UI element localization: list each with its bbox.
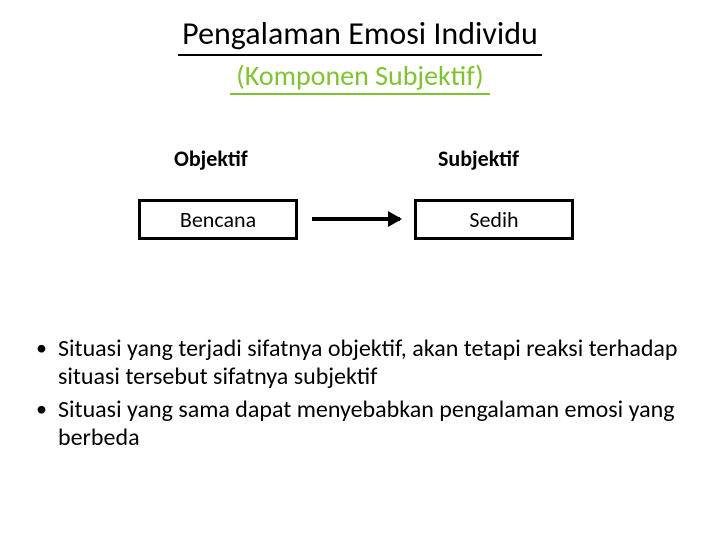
box-sedih: Sedih <box>414 199 574 240</box>
bullet-list: Situasi yang terjadi sifatnya objektif, … <box>0 335 720 452</box>
bullet-item: Situasi yang terjadi sifatnya objektif, … <box>36 335 692 392</box>
bullet-item: Situasi yang sama dapat menyebabkan peng… <box>36 396 692 453</box>
diagram: Objektif Subjektif Bencana Sedih <box>0 145 720 325</box>
arrow-icon <box>312 217 400 221</box>
page-title: Pengalaman Emosi Individu <box>178 14 542 56</box>
page-subtitle: (Komponen Subjektif) <box>230 58 489 95</box>
title-area: Pengalaman Emosi Individu (Komponen Subj… <box>0 0 720 95</box>
column-header-objektif: Objektif <box>174 145 248 172</box>
box-bencana: Bencana <box>138 199 298 240</box>
column-header-subjektif: Subjektif <box>438 145 519 172</box>
